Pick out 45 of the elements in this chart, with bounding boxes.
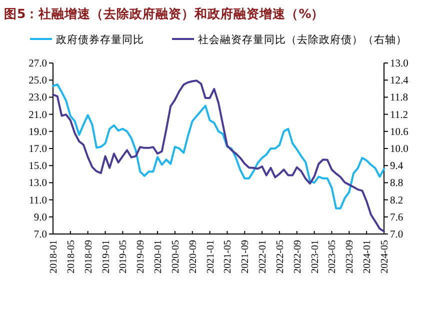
x-tick-label: 2019-05 xyxy=(118,240,130,274)
y-tick-label: 13.0 xyxy=(28,178,47,190)
y2-tick-label: 11.2 xyxy=(390,110,408,121)
x-tick-label: 2022-05 xyxy=(274,240,286,274)
y2-tick-label: 10.0 xyxy=(390,144,408,155)
y-tick-label: 23.0 xyxy=(28,92,47,104)
y-tick-label: 27.0 xyxy=(28,58,47,70)
y2-tick-label: 9.4 xyxy=(390,161,404,172)
y-tick-label: 21.0 xyxy=(28,110,47,121)
y2-tick-label: 7.6 xyxy=(390,212,404,224)
y2-tick-label: 13.0 xyxy=(390,58,408,70)
x-tick-label: 2020-09 xyxy=(188,240,199,274)
x-tick-label: 2023-09 xyxy=(344,240,356,274)
y-tick-label: 19.0 xyxy=(28,126,47,138)
y2-tick-label: 7.0 xyxy=(390,230,404,240)
y-tick-label: 7.0 xyxy=(34,230,47,240)
x-tick-label: 2021-05 xyxy=(222,240,234,274)
y2-tick-label: 12.4 xyxy=(390,76,410,87)
y2-tick-label: 8.8 xyxy=(390,178,404,190)
y-tick-label: 15.0 xyxy=(28,161,47,172)
x-tick-label: 2023-01 xyxy=(310,240,321,274)
y-tick-label: 9.0 xyxy=(34,212,47,224)
x-tick-label: 2024-01 xyxy=(362,240,374,274)
x-tick-label: 2024-05 xyxy=(380,240,390,274)
x-tick-label: 2018-09 xyxy=(83,240,94,274)
x-tick-label: 2019-09 xyxy=(136,240,147,274)
x-tick-label: 2022-09 xyxy=(292,240,304,274)
x-tick-label: 2021-01 xyxy=(205,240,216,274)
legend-label: 社会融资存量同比（去除政府债）（右轴） xyxy=(198,33,407,46)
y-tick-label: 17.0 xyxy=(28,144,47,155)
x-tick-label: 2018-05 xyxy=(66,240,77,274)
x-tick-label: 2020-01 xyxy=(153,240,164,274)
x-tick-label: 2023-05 xyxy=(327,240,338,274)
y2-tick-label: 8.2 xyxy=(390,195,404,206)
y-tick-label: 25.0 xyxy=(28,76,47,87)
x-tick-label: 2022-01 xyxy=(258,240,269,274)
chart-title: 图5：社融增速（去除政府融资）和政府融资增速（%） xyxy=(4,6,324,21)
y2-tick-label: 11.8 xyxy=(390,92,408,104)
y2-tick-label: 10.6 xyxy=(390,126,408,138)
x-tick-label: 2021-09 xyxy=(240,240,252,274)
x-tick-label: 2018-01 xyxy=(48,240,60,274)
x-tick-label: 2020-05 xyxy=(170,240,182,274)
x-tick-label: 2019-01 xyxy=(100,240,112,274)
y-tick-label: 11.0 xyxy=(29,195,47,206)
legend-label: 政府债券存量同比 xyxy=(56,33,144,46)
